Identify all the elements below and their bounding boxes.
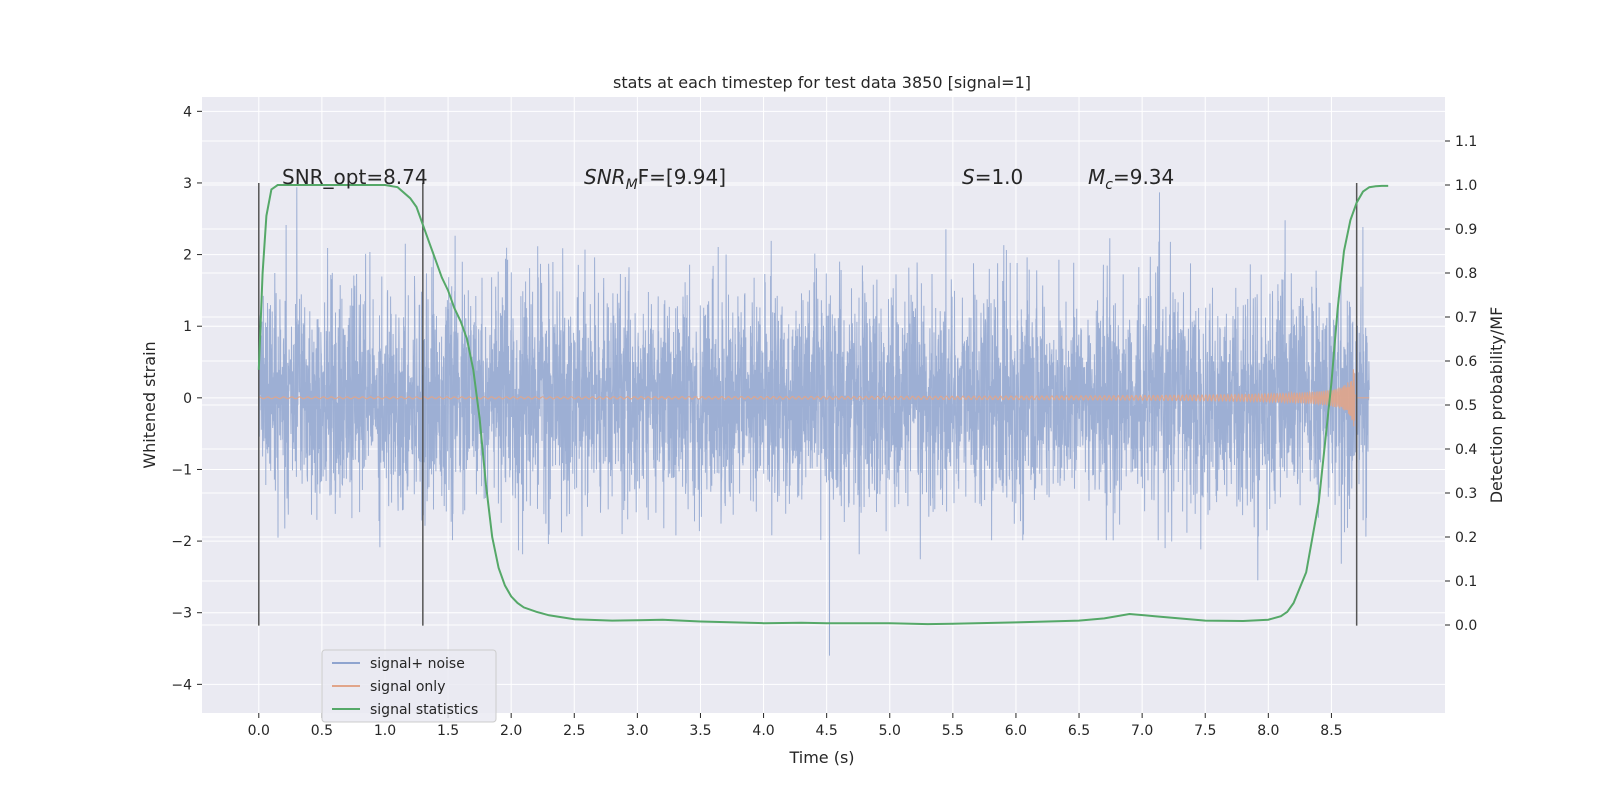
s-base: S — [962, 165, 975, 189]
y-right-tick-label: 0.2 — [1455, 530, 1477, 546]
noise-trace — [258, 187, 1370, 656]
y-right-tick-label: 0.3 — [1455, 486, 1477, 502]
legend-label-signal: signal only — [370, 679, 445, 695]
x-tick-label: 3.5 — [689, 723, 711, 739]
chart-title: stats at each timestep for test data 385… — [613, 73, 1031, 92]
noise-path — [258, 187, 1370, 656]
legend-label-statistics: signal statistics — [370, 702, 478, 718]
y-right-ticks: 1.1 1.0 0.9 0.8 0.7 0.6 0.5 0.4 0.3 0.2 0.1 0.0 — [1445, 134, 1477, 634]
x-tick-label: 1.0 — [374, 723, 396, 739]
y-right-axis-label: Detection probability/MF — [1487, 307, 1506, 504]
mc-tail: =9.34 — [1113, 165, 1174, 189]
y-left-tick-label: 1 — [183, 319, 192, 335]
signal-only-path — [258, 369, 1370, 427]
snr-mf-sub: M — [626, 177, 638, 193]
y-right-tick-label: 0.6 — [1455, 354, 1477, 370]
x-tick-label: 4.0 — [752, 723, 774, 739]
y-left-tick-label: −2 — [171, 534, 192, 550]
y-right-tick-label: 0.9 — [1455, 222, 1477, 238]
y-left-tick-label: 2 — [183, 248, 192, 264]
y-right-tick-label: 1.1 — [1455, 134, 1477, 150]
s-annotation: S=1.0 — [962, 165, 1023, 189]
snr-mf-base: SNR — [584, 165, 626, 189]
y-left-tick-label: 3 — [183, 176, 192, 192]
legend-box — [321, 649, 497, 723]
mc-sub: c — [1105, 177, 1113, 193]
x-tick-label: 6.0 — [1005, 723, 1027, 739]
y-right-tick-label: 0.4 — [1455, 442, 1477, 458]
x-tick-label: 3.0 — [626, 723, 648, 739]
x-tick-label: 5.0 — [879, 723, 901, 739]
x-tick-label: 0.5 — [311, 723, 333, 739]
y-left-tick-label: −3 — [171, 606, 192, 622]
y-right-tick-label: 0.7 — [1455, 310, 1477, 326]
snr-mf-tail: F=[9.94] — [638, 165, 726, 189]
signal-only-trace — [258, 369, 1370, 427]
snr-opt-annotation: SNR_opt=8.74 — [282, 165, 428, 189]
y-left-tick-label: −4 — [171, 677, 192, 693]
x-tick-label: 0.0 — [248, 723, 270, 739]
y-right-tick-label: 0.1 — [1455, 574, 1477, 590]
y-left-ticks: 4 3 2 1 0 −1 −2 −3 −4 — [171, 104, 202, 693]
legend: signal+ noise signal only signal statist… — [321, 649, 497, 723]
x-tick-label: 8.0 — [1257, 723, 1279, 739]
x-tick-label: 7.0 — [1131, 723, 1153, 739]
y-left-tick-label: 0 — [183, 391, 192, 407]
vertical-markers — [258, 182, 1358, 626]
legend-label-noise: signal+ noise — [370, 656, 465, 672]
mc-annotation: Mc=9.34 — [1088, 165, 1174, 193]
y-left-axis-label: Whitened strain — [140, 341, 159, 468]
x-tick-label: 2.5 — [563, 723, 585, 739]
y-right-tick-label: 0.0 — [1455, 618, 1477, 634]
y-left-tick-label: −1 — [171, 462, 192, 478]
x-tick-label: 6.5 — [1068, 723, 1090, 739]
x-tick-label: 8.5 — [1320, 723, 1342, 739]
x-ticks: 0.0 0.5 1.0 1.5 2.0 2.5 3.0 3.5 4.0 4.5 5.0 5.5 6.0 6… — [248, 713, 1343, 739]
y-left-tick-label: 4 — [183, 104, 192, 120]
mc-base: M — [1088, 165, 1105, 189]
x-tick-label: 1.5 — [437, 723, 459, 739]
x-axis-label: Time (s) — [788, 748, 854, 767]
y-right-tick-label: 0.8 — [1455, 266, 1477, 282]
y-right-tick-label: 1.0 — [1455, 178, 1477, 194]
x-tick-label: 2.0 — [500, 723, 522, 739]
y-right-tick-label: 0.5 — [1455, 398, 1477, 414]
x-tick-label: 7.5 — [1194, 723, 1216, 739]
x-tick-label: 5.5 — [942, 723, 964, 739]
signal-statistics-line — [257, 184, 1389, 626]
snr-mf-annotation: SNRMF=[9.94] — [584, 165, 726, 193]
x-tick-label: 4.5 — [816, 723, 838, 739]
s-tail: =1.0 — [975, 165, 1024, 189]
